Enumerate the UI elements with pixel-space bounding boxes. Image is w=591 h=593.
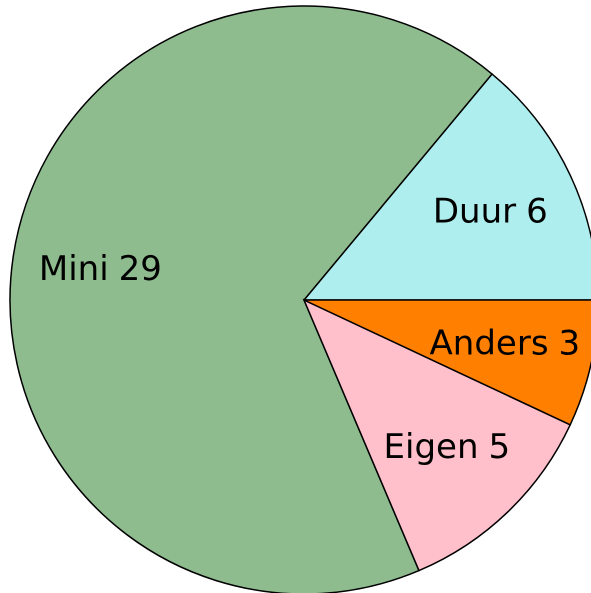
slice-value: 3 — [559, 323, 581, 363]
pie-slice — [9, 5, 494, 593]
pie-slice — [302, 72, 591, 301]
slice-label: Mini 29 — [39, 249, 162, 289]
slice-label: Eigen 5 — [384, 427, 511, 467]
slice-name: Duur — [433, 191, 516, 231]
pie-slice — [302, 298, 572, 572]
slice-value: 6 — [526, 191, 548, 231]
slice-name: Eigen — [384, 427, 479, 467]
slice-label: Anders 3 — [430, 323, 581, 363]
slice-value: 29 — [119, 249, 162, 289]
slice-name: Mini — [39, 249, 109, 289]
slice-name: Anders — [430, 323, 549, 363]
slice-label: Duur 6 — [433, 191, 548, 231]
slice-value: 5 — [489, 427, 511, 467]
